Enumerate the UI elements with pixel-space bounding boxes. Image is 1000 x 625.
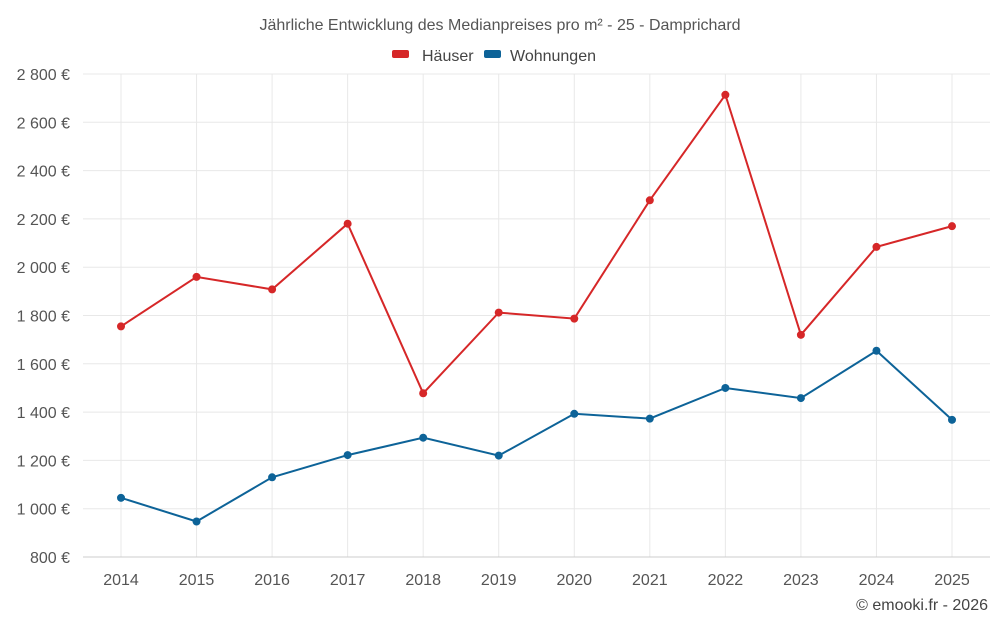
data-point-h-user[interactable] bbox=[343, 219, 352, 228]
y-axis: 800 € 1 000 € 1 200 € 1 400 € 1 600 € 1 800 €… bbox=[17, 67, 70, 567]
data-point-h-user[interactable] bbox=[796, 330, 805, 339]
series-group bbox=[117, 90, 956, 526]
y-tick-label: 1 600 € bbox=[17, 357, 70, 374]
data-point-h-user[interactable] bbox=[192, 272, 201, 281]
legend-swatch bbox=[484, 50, 501, 58]
x-axis: 2014 2015 2016 2017 2018 2019 2020 2021 2022 2023… bbox=[83, 556, 990, 589]
legend-label: Häuser bbox=[422, 48, 474, 65]
data-point-wohnungen[interactable] bbox=[570, 409, 579, 418]
data-point-wohnungen[interactable] bbox=[192, 517, 201, 526]
y-tick-label: 800 € bbox=[30, 550, 70, 567]
x-tick-label: 2025 bbox=[934, 572, 970, 589]
y-tick-label: 2 800 € bbox=[17, 67, 70, 84]
data-point-h-user[interactable] bbox=[721, 90, 730, 99]
legend-item[interactable]: Häuser bbox=[392, 48, 474, 65]
chart-title: Jährliche Entwicklung des Medianpreises … bbox=[259, 17, 740, 34]
y-tick-label: 1 200 € bbox=[17, 453, 70, 470]
x-tick-label: 2023 bbox=[783, 572, 819, 589]
x-tick-label: 2021 bbox=[632, 572, 668, 589]
y-tick-label: 2 400 € bbox=[17, 164, 70, 181]
data-point-h-user[interactable] bbox=[645, 196, 654, 205]
y-tick-label: 1 400 € bbox=[17, 405, 70, 422]
data-point-h-user[interactable] bbox=[419, 389, 428, 398]
data-point-wohnungen[interactable] bbox=[268, 473, 277, 482]
data-point-wohnungen[interactable] bbox=[721, 383, 730, 392]
y-tick-label: 1 800 € bbox=[17, 309, 70, 326]
legend-swatch bbox=[392, 50, 409, 58]
data-point-h-user[interactable] bbox=[948, 222, 956, 231]
x-tick-label: 2016 bbox=[254, 572, 290, 589]
legend-item[interactable]: Wohnungen bbox=[484, 48, 596, 65]
x-tick-label: 2018 bbox=[405, 572, 441, 589]
data-point-wohnungen[interactable] bbox=[419, 433, 428, 442]
x-tick-label: 2014 bbox=[103, 572, 139, 589]
data-point-wohnungen[interactable] bbox=[796, 394, 805, 403]
y-tick-label: 2 600 € bbox=[17, 115, 70, 132]
y-tick-label: 2 200 € bbox=[17, 212, 70, 229]
x-tick-label: 2019 bbox=[481, 572, 517, 589]
legend-label: Wohnungen bbox=[510, 48, 596, 65]
x-tick-label: 2017 bbox=[330, 572, 366, 589]
x-tick-label: 2015 bbox=[179, 572, 215, 589]
data-point-wohnungen[interactable] bbox=[343, 451, 352, 460]
data-point-h-user[interactable] bbox=[570, 314, 579, 323]
data-point-wohnungen[interactable] bbox=[645, 414, 654, 423]
data-point-wohnungen[interactable] bbox=[494, 451, 503, 460]
data-point-wohnungen[interactable] bbox=[117, 493, 125, 502]
data-point-h-user[interactable] bbox=[494, 308, 503, 317]
data-point-wohnungen[interactable] bbox=[948, 415, 956, 424]
credit-text: © emooki.fr - 2026 bbox=[856, 597, 988, 614]
data-point-h-user[interactable] bbox=[872, 242, 881, 251]
y-tick-label: 2 000 € bbox=[17, 260, 70, 277]
x-tick-label: 2020 bbox=[556, 572, 592, 589]
y-tick-label: 1 000 € bbox=[17, 502, 70, 519]
data-point-h-user[interactable] bbox=[117, 322, 125, 331]
x-tick-label: 2024 bbox=[859, 572, 895, 589]
x-tick-label: 2022 bbox=[708, 572, 744, 589]
series-line-h-user bbox=[120, 92, 953, 396]
data-point-wohnungen[interactable] bbox=[872, 346, 881, 355]
data-point-h-user[interactable] bbox=[268, 285, 277, 294]
legend: Häuser Wohnungen bbox=[392, 48, 596, 65]
series-line-wohnungen bbox=[120, 349, 953, 523]
